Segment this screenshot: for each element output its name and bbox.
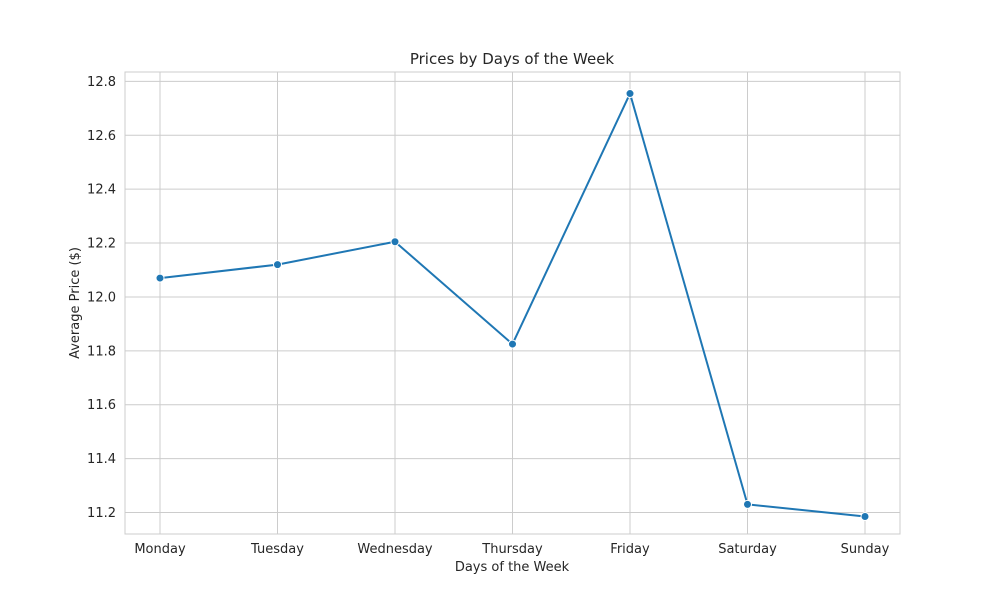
data-point-friday bbox=[625, 89, 635, 99]
data-point-thursday bbox=[508, 339, 517, 349]
y-tick-label: 11.2 bbox=[87, 506, 116, 521]
plot-frame bbox=[124, 71, 901, 535]
grid-layer bbox=[125, 72, 900, 534]
y-tick-label: 12.6 bbox=[87, 129, 116, 144]
data-point-sunday bbox=[860, 511, 870, 521]
data-point-saturday bbox=[743, 499, 752, 509]
y-tick-label: 12.4 bbox=[87, 183, 116, 198]
y-axis-label: Average Price ($) bbox=[68, 247, 83, 359]
x-tick-label: Sunday bbox=[841, 542, 890, 557]
y-tick-label: 11.6 bbox=[87, 398, 116, 413]
y-tick-label: 11.8 bbox=[87, 344, 116, 359]
series-layer bbox=[155, 89, 870, 521]
x-tick-label: Saturday bbox=[718, 542, 777, 557]
y-tick-label: 11.4 bbox=[87, 452, 116, 467]
data-point-tuesday bbox=[273, 260, 282, 270]
data-point-monday bbox=[155, 273, 165, 283]
tick-layer: 11.2 11.4 11.6 11.8 12.0 12.2 12.4 12.6 12.8 Mond… bbox=[87, 75, 890, 557]
x-tick-label: Monday bbox=[134, 542, 186, 557]
x-tick-label: Wednesday bbox=[357, 542, 433, 557]
y-tick-label: 12.2 bbox=[87, 237, 116, 252]
x-tick-label: Tuesday bbox=[250, 542, 304, 557]
y-tick-label: 12.0 bbox=[87, 290, 116, 305]
data-point-wednesday bbox=[390, 237, 400, 247]
y-tick-label: 12.8 bbox=[87, 75, 116, 90]
x-axis-label: Days of the Week bbox=[455, 560, 570, 575]
x-tick-label: Thursday bbox=[481, 542, 543, 557]
chart-title: Prices by Days of the Week bbox=[410, 50, 615, 68]
x-tick-label: Friday bbox=[610, 542, 650, 557]
